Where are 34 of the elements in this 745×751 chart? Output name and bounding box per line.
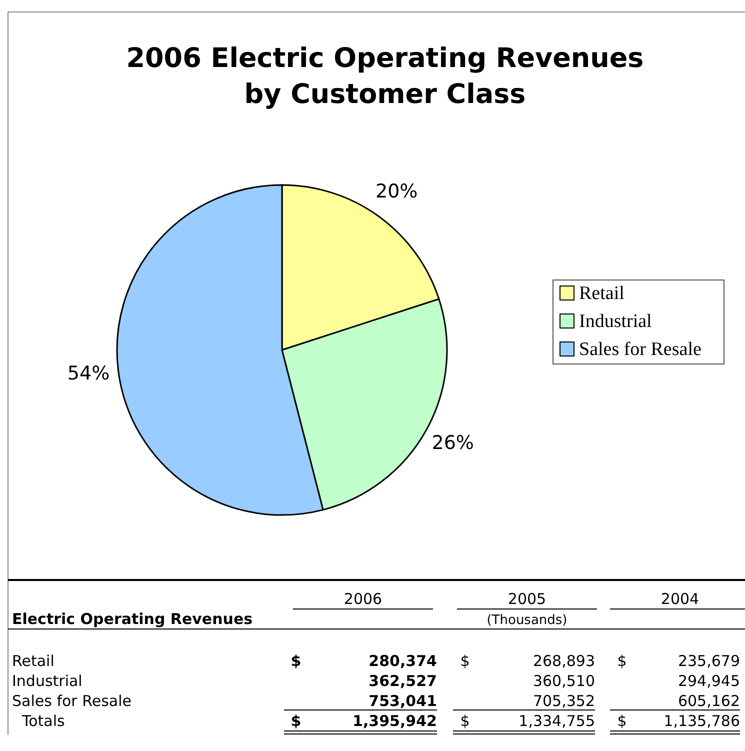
text: Retail: [12, 652, 54, 670]
text: Sales for Resale: [12, 692, 132, 710]
text: Electric Operating Revenues: [12, 610, 253, 628]
chart-title: 2006 Electric Operating Revenues by Customer Class: [126, 43, 644, 110]
text: Totals: [21, 712, 66, 730]
text: 1,334,755: [518, 712, 595, 730]
data-label: 20%: [376, 180, 418, 202]
text: 268,893: [532, 652, 595, 670]
text: $: [290, 712, 302, 730]
text: 1,395,942: [352, 712, 437, 730]
text: 2006: [344, 590, 382, 608]
text: $: [460, 652, 470, 670]
text: 1,135,786: [664, 712, 740, 730]
text: 235,679: [678, 652, 740, 670]
text: $: [460, 712, 470, 730]
text: (Thousands): [486, 613, 568, 628]
legend-label: Industrial: [579, 311, 652, 332]
text: $: [290, 652, 302, 670]
legend-label: Retail: [579, 283, 624, 304]
text: 705,352: [532, 692, 595, 710]
data-label: 54%: [67, 362, 110, 385]
data-label: 26%: [432, 432, 474, 454]
text: 753,041: [368, 692, 437, 710]
text: $: [617, 652, 627, 670]
text: 280,374: [368, 652, 437, 670]
text: 294,945: [678, 672, 740, 690]
text: 605,162: [678, 692, 740, 710]
text: 2005: [508, 590, 546, 608]
text: 2004: [660, 590, 700, 608]
text: 362,527: [368, 672, 437, 690]
text: $: [617, 712, 627, 730]
legend-label: Sales for Resale: [579, 339, 702, 360]
text: Industrial: [12, 672, 82, 690]
text: 360,510: [532, 672, 595, 690]
